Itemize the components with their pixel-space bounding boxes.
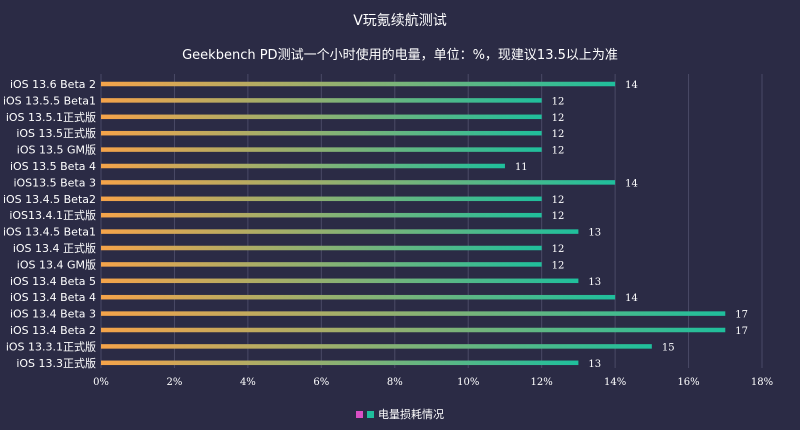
x-tick-label: 12% [531,377,553,388]
bars [101,81,726,366]
category-label: iOS 13.4 Beta 2 [10,324,96,337]
x-tick-label: 16% [677,377,699,388]
chart-title: V玩氪续航测试 [353,13,447,29]
bar[interactable] [101,262,542,267]
data-label: 14 [625,178,638,189]
data-label: 12 [552,211,565,222]
data-label: 17 [735,326,748,337]
bar[interactable] [101,278,579,284]
category-label: iOS 13.3.1正式版 [6,339,96,353]
category-label: iOS 13.6 Beta 2 [10,78,96,91]
x-tick-label: 0% [93,377,109,388]
data-label: 14 [625,293,638,304]
category-label: iOS 13.5正式版 [16,126,96,140]
data-label: 13 [588,359,601,370]
x-tick-label: 4% [240,377,256,388]
x-tick-label: 14% [604,377,626,388]
category-label: iOS 13.5 GM版 [17,143,96,157]
category-label: iOS 13.5.5 Beta1 [3,94,96,107]
bar[interactable] [101,147,542,152]
category-label: iOS13.5 Beta 3 [13,176,96,189]
data-label: 13 [588,228,601,239]
bar[interactable] [101,196,542,202]
legend[interactable]: 电量损耗情况 [0,406,800,422]
data-label: 12 [552,113,565,124]
category-label: iOS 13.5.1正式版 [6,110,96,124]
bar[interactable] [101,130,542,136]
labels: 0% 2% 4% 6% 8% 10% 12% 14% 16% 18% iOS 13.6 Beta 2… [3,78,773,388]
data-label: 13 [588,277,601,288]
category-label: iOS 13.5 Beta 4 [10,160,96,173]
bar[interactable] [101,245,542,251]
data-label: 12 [552,96,565,107]
chart-subtitle: Geekbench PD测试一个小时使用的电量，单位：%，现建议13.5以上为准 [182,48,618,63]
data-label: 11 [515,162,528,173]
x-tick-label: 18% [751,377,773,388]
x-tick-label: 10% [457,377,479,388]
bar[interactable] [101,212,542,218]
category-label: iOS 13.3正式版 [16,356,96,370]
bar[interactable] [101,180,616,185]
bar[interactable] [101,229,579,234]
data-label: 14 [625,80,638,91]
data-label: 12 [552,129,565,140]
category-label: iOS13.4.1正式版 [9,208,96,222]
x-tick-label: 6% [313,377,329,388]
category-label: iOS 13.4 GM版 [17,257,96,271]
bar[interactable] [101,311,726,316]
bar[interactable] [101,294,616,300]
x-tick-label: 8% [387,377,403,388]
data-label: 12 [552,195,565,206]
data-label: 12 [552,244,565,255]
category-label: iOS 13.4 Beta 4 [10,291,96,304]
x-tick-label: 2% [167,377,183,388]
legend-swatch-pink [356,410,363,418]
bar[interactable] [101,81,616,87]
bar[interactable] [101,327,726,333]
legend-swatch-teal [367,410,374,418]
category-label: iOS 13.4 正式版 [13,241,96,255]
bar[interactable] [101,98,542,103]
bar[interactable] [101,163,505,169]
data-label: 12 [552,146,565,157]
category-label: iOS 13.4 Beta 3 [10,308,96,321]
grid-lines [100,74,763,368]
legend-label: 电量损耗情况 [378,408,444,421]
data-label: 12 [552,260,565,271]
bar[interactable] [101,360,579,366]
category-label: iOS 13.4.5 Beta1 [3,226,96,239]
bar[interactable] [101,114,542,120]
category-label: iOS 13.4 Beta 5 [10,275,96,288]
category-label: iOS 13.4.5 Beta2 [3,193,96,206]
data-label: 17 [735,310,748,321]
bar[interactable] [101,344,652,349]
data-label: 15 [662,342,675,353]
